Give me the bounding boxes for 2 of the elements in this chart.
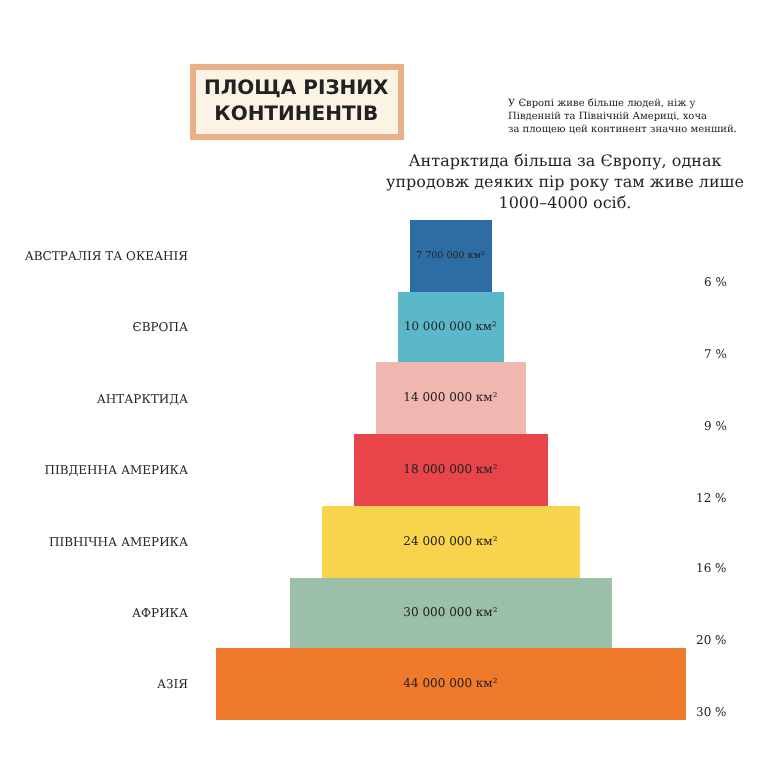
text: Антарктида більша за Європу, однак упродовж деяких пір року там живе лише 1000–4000 осіб. — [386, 152, 745, 212]
text: ПЛОЩА РІЗНИХ КОНТИНЕНТІВ — [204, 78, 390, 126]
